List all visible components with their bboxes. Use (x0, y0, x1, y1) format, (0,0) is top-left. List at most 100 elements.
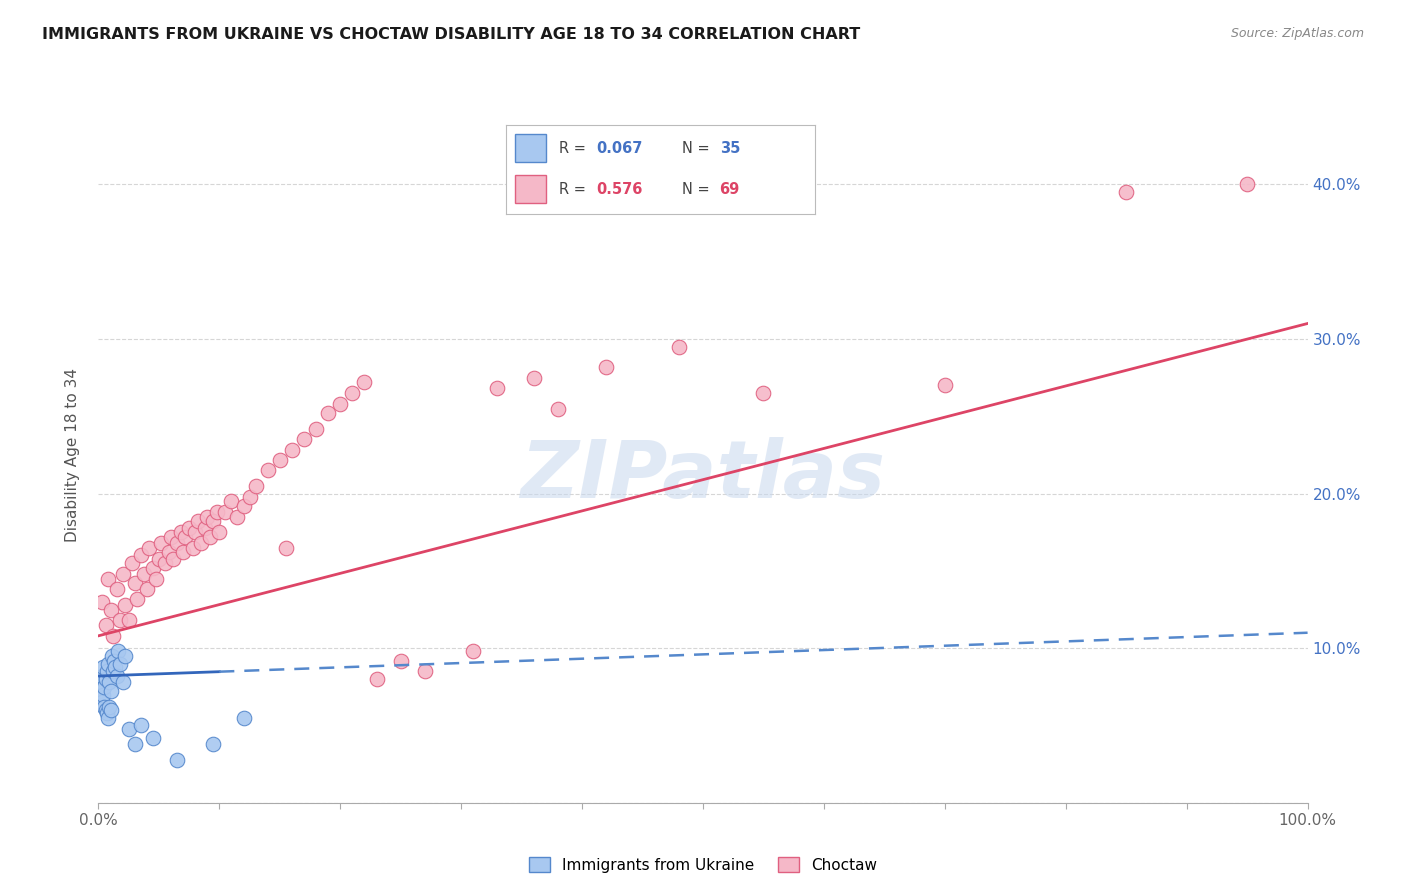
Point (269, 452, 291, 467)
Point (100, 684, 122, 698)
Point (104, 659, 127, 673)
Point (97, 711, 120, 725)
Point (118, 613, 141, 627)
Point (100, 602, 122, 616)
Text: R =: R = (558, 182, 591, 196)
Point (145, 572, 167, 586)
Point (150, 536, 173, 550)
Point (135, 582, 157, 597)
Text: 0.067: 0.067 (596, 141, 643, 155)
Point (205, 505, 228, 519)
Point (90, 675, 112, 690)
Point (111, 566, 134, 581)
Point (127, 591, 149, 606)
Point (134, 566, 156, 581)
Point (329, 397, 352, 411)
Point (256, 463, 278, 477)
Point (153, 556, 176, 570)
Point (97, 657, 120, 671)
Point (198, 530, 221, 544)
Point (413, 665, 436, 679)
Point (214, 505, 236, 519)
Point (342, 386, 364, 401)
Point (486, 381, 509, 395)
Point (195, 509, 218, 524)
Point (221, 494, 243, 508)
Point (142, 561, 165, 575)
Text: N =: N = (682, 141, 714, 155)
Point (202, 737, 225, 751)
Point (114, 648, 136, 663)
Point (174, 530, 197, 544)
Point (181, 541, 204, 555)
Point (1115, 185, 1137, 199)
Point (94, 672, 117, 686)
Point (274, 541, 297, 555)
Point (111, 675, 134, 690)
Point (184, 525, 207, 540)
Text: Source: ZipAtlas.com: Source: ZipAtlas.com (1230, 27, 1364, 40)
Text: 69: 69 (720, 182, 740, 196)
Text: IMMIGRANTS FROM UKRAINE VS CHOCTAW DISABILITY AGE 18 TO 34 CORRELATION CHART: IMMIGRANTS FROM UKRAINE VS CHOCTAW DISAB… (42, 27, 860, 42)
Point (523, 370, 546, 384)
Point (316, 406, 339, 420)
Point (232, 499, 254, 513)
Point (148, 551, 170, 566)
Point (547, 401, 569, 416)
Point (108, 657, 131, 671)
Point (107, 644, 129, 658)
Point (97, 572, 120, 586)
Point (245, 479, 267, 493)
Point (98, 675, 121, 690)
Point (129, 549, 152, 563)
Point (166, 536, 188, 550)
Point (91, 595, 114, 609)
Point (114, 598, 136, 612)
Point (96, 665, 118, 679)
Point (202, 515, 225, 529)
Point (118, 722, 141, 736)
Point (91, 669, 114, 683)
Point (91, 688, 114, 702)
FancyBboxPatch shape (516, 175, 547, 203)
Point (89, 684, 111, 698)
Point (292, 433, 315, 447)
Point (389, 654, 412, 668)
Point (108, 613, 131, 627)
Point (91, 659, 114, 673)
Text: N =: N = (682, 182, 714, 196)
Point (94, 703, 117, 717)
FancyBboxPatch shape (516, 134, 547, 162)
Point (179, 520, 201, 534)
Point (94, 618, 117, 632)
Point (142, 731, 165, 745)
Point (105, 669, 128, 683)
Point (103, 654, 125, 668)
Point (166, 752, 188, 766)
Y-axis label: Disability Age 18 to 34: Disability Age 18 to 34 (65, 368, 80, 542)
Point (96, 706, 118, 720)
Point (281, 443, 304, 458)
Point (187, 515, 209, 529)
Point (121, 556, 143, 570)
Point (101, 665, 124, 679)
Text: 0.576: 0.576 (596, 182, 643, 196)
Legend: Immigrants from Ukraine, Choctaw: Immigrants from Ukraine, Choctaw (523, 851, 883, 879)
Point (105, 582, 128, 597)
Point (232, 711, 254, 725)
Point (353, 376, 375, 390)
Point (190, 536, 212, 550)
Point (93, 700, 115, 714)
Point (160, 530, 183, 544)
Point (1236, 178, 1258, 192)
Point (91, 695, 114, 709)
Point (157, 545, 180, 559)
Point (463, 644, 485, 658)
Point (595, 359, 617, 374)
Point (172, 545, 194, 559)
Point (668, 340, 690, 354)
Point (124, 576, 146, 591)
Point (366, 672, 388, 686)
Point (100, 703, 122, 717)
Point (101, 629, 124, 643)
